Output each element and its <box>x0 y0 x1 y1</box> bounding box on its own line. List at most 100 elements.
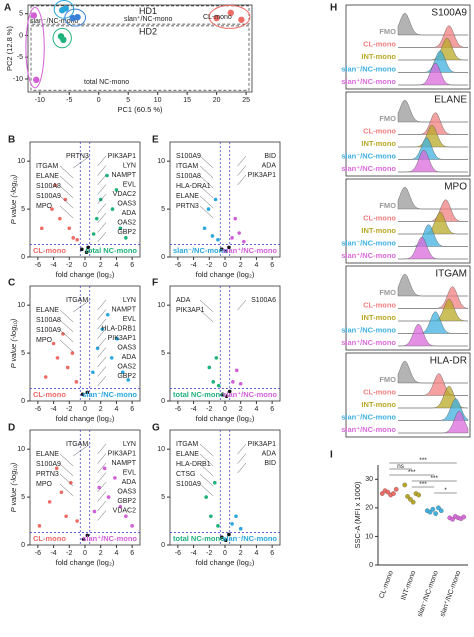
gene-label: PIK3AP1 <box>176 307 205 314</box>
left-group-label: CL-mono <box>33 534 66 543</box>
panel-label: G <box>152 423 160 434</box>
leader <box>97 328 107 339</box>
gene-point <box>227 245 231 250</box>
histogram-curve <box>398 224 468 247</box>
leader <box>59 195 74 209</box>
histogram-label: CL-mono <box>363 213 396 222</box>
gene-label: OAS2 <box>117 219 136 226</box>
histogram-curve <box>398 323 468 347</box>
gene-point <box>216 524 220 528</box>
histogram-curve <box>398 311 468 334</box>
dot <box>450 516 455 522</box>
gene-point <box>231 380 235 384</box>
panel-label: E <box>152 135 159 146</box>
pca-point <box>57 33 65 40</box>
gene-point <box>105 173 109 178</box>
x-tick-label: -6 <box>175 406 181 413</box>
gene-label: S100A8 <box>36 317 61 324</box>
x-tick-label: 6 <box>130 262 134 269</box>
leader <box>97 222 107 233</box>
y-tick-label: 5 <box>21 206 25 213</box>
histogram-frame <box>345 265 471 351</box>
gene-point <box>80 392 85 397</box>
gene-point <box>102 466 107 471</box>
gene-point <box>223 538 228 543</box>
gene-label: ADA <box>122 479 137 486</box>
leader <box>237 165 247 176</box>
leader <box>97 184 107 195</box>
gene-point <box>74 380 79 384</box>
gene-label: ITGAM <box>176 441 198 448</box>
x-tick-label: 6 <box>130 550 134 557</box>
y-tick-label: 0 <box>161 398 165 405</box>
leader <box>97 510 107 521</box>
leader <box>97 375 107 387</box>
gene-label: OAS3 <box>117 200 136 207</box>
y-tick-label: 0 <box>369 562 373 569</box>
y-tick-label: -10 <box>13 76 23 83</box>
gene-label: ELANE <box>176 451 199 458</box>
significance-label: * <box>444 487 447 494</box>
gene-label: EVL <box>123 469 136 476</box>
x-axis-label: fold change (log₂) <box>56 270 115 279</box>
histogram-curve <box>398 398 469 421</box>
gene-label: NAMPT <box>112 306 137 313</box>
y-tick-label: 10 <box>17 302 25 309</box>
gene-label: MPO <box>36 481 53 488</box>
histogram-label: INT-mono <box>361 313 396 322</box>
y-tick-label: -5 <box>17 54 23 61</box>
x-tick-label: 4 <box>114 262 118 269</box>
left-group-label: CL-mono <box>33 390 66 399</box>
panel-label: H <box>330 3 337 14</box>
gene-point <box>227 532 231 537</box>
histogram-label: CL-mono <box>363 39 396 48</box>
gene-label: ELANE <box>36 451 59 458</box>
region-box <box>30 25 250 91</box>
gene-label: PRTN3 <box>36 471 59 478</box>
gene-label: MPO <box>36 337 53 344</box>
y-tick-label: 30 <box>365 476 373 483</box>
marker-title: S100A9 <box>431 8 467 19</box>
gene-point <box>212 480 217 485</box>
gene-point <box>75 519 79 523</box>
dot <box>433 511 438 516</box>
leader <box>59 319 74 333</box>
gene-point <box>61 332 65 336</box>
gene-point <box>115 336 120 341</box>
gene-point <box>238 381 243 386</box>
leader <box>59 165 74 179</box>
gene-point <box>223 249 228 254</box>
leader <box>237 174 247 186</box>
gene-point <box>126 378 131 382</box>
histogram-label: INT-mono <box>361 52 396 61</box>
gene-point <box>234 368 239 373</box>
y-axis-label: P value (-log₁₀) <box>9 462 18 512</box>
gene-point <box>94 216 99 221</box>
y-tick-label: 0 <box>161 542 165 549</box>
right-group-label: total NC-mono <box>85 246 137 255</box>
gene-point <box>97 485 101 490</box>
x-tick-label: 20 <box>213 97 221 104</box>
gene-label: HLA-DRB1 <box>101 325 136 332</box>
histogram-label: CL-mono <box>363 300 396 309</box>
y-axis-label: PC2 (12.8 %) <box>5 25 14 71</box>
gene-point <box>202 226 207 231</box>
leader <box>199 473 214 487</box>
gene-point <box>71 236 76 240</box>
dot <box>430 506 436 512</box>
gene-point <box>84 250 89 255</box>
x-tick-label: 0 <box>223 550 227 557</box>
gene-point <box>220 535 224 540</box>
leader <box>97 462 107 474</box>
gene-point <box>91 370 95 375</box>
gene-label: ELANE <box>176 193 199 200</box>
histogram-curve <box>397 186 468 210</box>
x-tick-label: 4 <box>114 550 118 557</box>
x-tick-label: -4 <box>190 262 196 269</box>
y-tick-label: 5 <box>21 350 25 357</box>
gene-label: S100A8 <box>176 173 201 180</box>
group-label: slan⁺/NC-mono <box>124 15 173 23</box>
histogram-curve <box>397 12 468 36</box>
x-tick-label: 6 <box>270 550 274 557</box>
gene-point <box>206 207 211 211</box>
